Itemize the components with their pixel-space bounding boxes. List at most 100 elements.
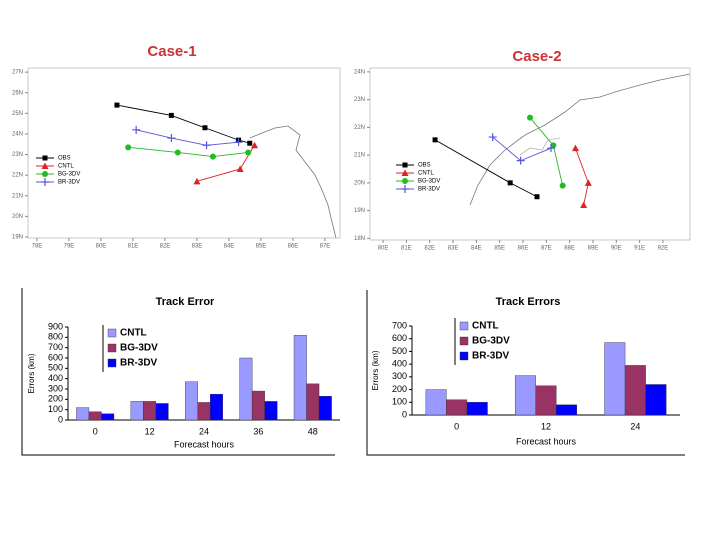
marker: [559, 182, 566, 189]
y-tick-label: 24N: [354, 69, 365, 75]
bar: [446, 399, 468, 416]
y-tick-label: 300: [48, 383, 63, 393]
legend-label: OBS: [418, 163, 431, 169]
chart-frame: [366, 290, 685, 456]
marker: [174, 149, 181, 156]
marker: [527, 114, 533, 121]
y-tick-label: 500: [392, 346, 407, 356]
map-frame: [369, 67, 691, 241]
y-tick-label: 400: [48, 373, 63, 383]
bar: [535, 385, 557, 416]
x-tick-label: 79E: [64, 244, 75, 250]
x-tick-label: 87E: [541, 246, 552, 252]
legend-swatch: [107, 343, 117, 353]
marker: [402, 162, 408, 168]
y-tick-label: 26N: [12, 90, 23, 96]
legend-label: CNTL: [472, 321, 499, 332]
y-tick-label: 600: [48, 352, 63, 362]
x-tick-label: 83E: [192, 244, 203, 250]
y-tick-label: 22N: [12, 173, 23, 179]
legend-swatch: [459, 336, 469, 346]
marker: [584, 179, 592, 186]
bar: [425, 389, 447, 416]
legend-label: BG-3DV: [58, 172, 80, 178]
x-tick-label: 81E: [401, 246, 412, 252]
marker: [42, 171, 48, 177]
y-tick-label: 27N: [12, 70, 23, 76]
marker: [247, 140, 253, 146]
chart-title: Case-1: [147, 43, 196, 60]
marker: [202, 125, 208, 131]
y-tick-label: 25N: [12, 111, 23, 117]
marker: [550, 142, 557, 149]
bar: [264, 401, 278, 421]
y-axis-label: Errors (km): [27, 353, 36, 393]
x-tick-label: 83E: [448, 246, 459, 252]
bar: [239, 357, 253, 421]
x-axis-label: Forecast hours: [174, 439, 235, 449]
x-tick-label: 91E: [634, 246, 645, 252]
track: [575, 148, 589, 206]
marker: [401, 169, 409, 176]
marker: [488, 133, 497, 142]
legend-label: BG-3DV: [418, 179, 440, 185]
y-tick-label: 19N: [12, 235, 23, 241]
x-tick-label: 82E: [424, 246, 435, 252]
bar: [645, 384, 667, 416]
y-tick-label: 200: [392, 384, 407, 394]
bar: [88, 411, 102, 421]
legend-swatch: [459, 321, 469, 331]
marker: [114, 102, 120, 108]
bar: [155, 403, 169, 421]
y-tick-label: 400: [392, 359, 407, 369]
marker: [401, 185, 409, 193]
bar: [101, 413, 115, 421]
bar: [466, 402, 488, 416]
y-axis-label: Errors (km): [371, 350, 380, 390]
bar: [306, 383, 320, 421]
y-tick-label: 700: [392, 320, 407, 330]
bar: [318, 396, 332, 421]
marker: [251, 141, 259, 149]
coastline: [249, 125, 337, 239]
y-tick-label: 0: [58, 414, 63, 424]
marker: [41, 162, 49, 169]
marker: [42, 155, 48, 161]
x-tick-label: 89E: [588, 246, 599, 252]
y-tick-label: 23N: [12, 152, 23, 158]
y-tick-label: 21N: [12, 193, 23, 199]
x-tick-label: 86E: [288, 244, 299, 250]
marker: [209, 153, 216, 160]
legend-label: BR-3DV: [418, 187, 440, 193]
marker: [432, 137, 438, 143]
bar: [76, 407, 90, 421]
track: [116, 104, 250, 144]
x-tick-label: 24: [630, 421, 640, 431]
y-tick-label: 600: [392, 333, 407, 343]
y-tick-label: 900: [48, 321, 63, 331]
marker: [580, 201, 588, 209]
legend-label: CNTL: [120, 328, 147, 339]
track: [492, 136, 552, 162]
bar: [197, 402, 211, 421]
x-tick-label: 84E: [471, 246, 482, 252]
marker: [534, 194, 540, 200]
y-tick-label: 23N: [354, 97, 365, 103]
track: [128, 146, 249, 158]
chart-title: Track Errors: [496, 296, 561, 308]
border: [519, 137, 561, 156]
bar: [210, 393, 223, 421]
x-tick-label: 12: [541, 421, 551, 431]
y-tick-label: 18N: [354, 236, 365, 242]
marker: [507, 180, 513, 186]
coastline: [469, 73, 691, 206]
y-tick-label: 100: [48, 404, 63, 414]
legend-swatch: [107, 328, 117, 338]
x-tick-label: 80E: [378, 246, 389, 252]
legend-label: BR-3DV: [120, 358, 158, 369]
x-tick-label: 80E: [96, 244, 107, 250]
x-tick-label: 48: [308, 426, 318, 436]
y-tick-label: 300: [392, 371, 407, 381]
marker: [546, 144, 555, 153]
